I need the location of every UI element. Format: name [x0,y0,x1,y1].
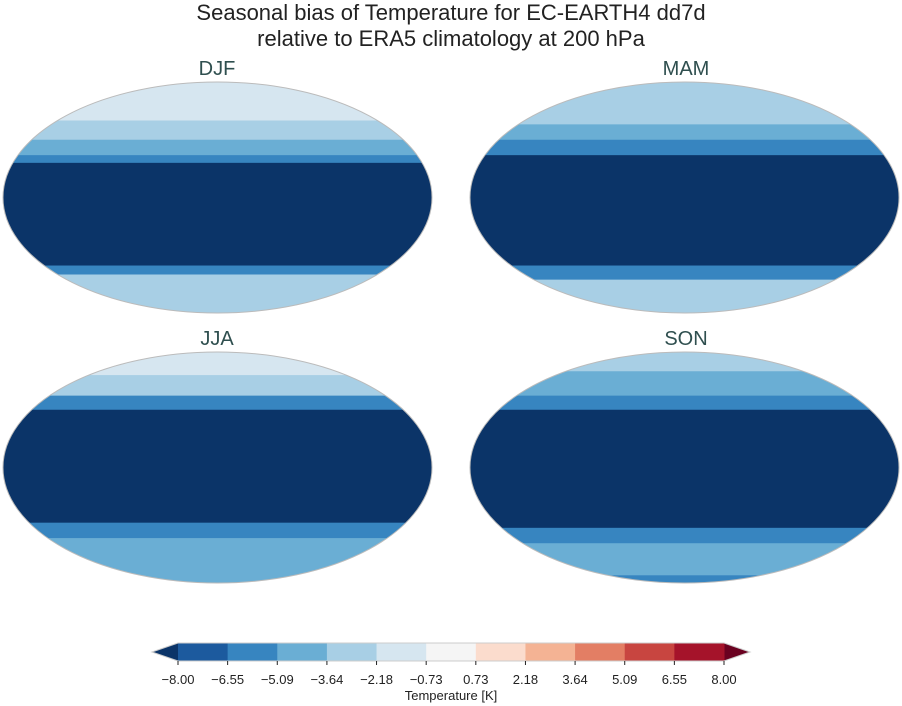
colorbar-segment [326,643,378,661]
colorbar-over-arrow [724,643,750,661]
map-panel-jja [2,351,433,584]
bias-band [3,162,432,267]
bias-band [3,522,432,539]
bias-band [3,155,432,164]
colorbar-tick-label: 8.00 [711,672,736,687]
colorbar-segment [178,643,229,661]
colorbar-tick-label: −0.73 [410,672,443,687]
colorbar-tick-label: 6.55 [662,672,687,687]
bias-band [470,265,899,281]
bias-band [470,82,899,102]
colorbar-tick-label: −8.00 [162,672,195,687]
map-boundary [2,81,433,314]
bias-band [3,352,432,376]
bias-band [470,575,899,583]
colorbar-segment [475,643,526,661]
colorbar-tick-label: −6.55 [211,672,244,687]
bias-band [470,279,899,313]
panel-title-jja: JJA [200,328,234,350]
map-boundary [2,351,433,584]
colorbar-tick-label: 3.64 [562,672,587,687]
colorbar-tick-label: 5.09 [612,672,637,687]
colorbar-tick-label: −3.64 [310,672,343,687]
bias-band [3,265,432,275]
colorbar-segment [525,643,576,661]
colorbar-tick-label: 2.18 [513,672,538,687]
bias-band [470,101,899,125]
bias-band [3,409,432,524]
bias-band [470,155,899,267]
panel-title-mam: MAM [662,58,710,80]
panel-title-son: SON [664,328,708,350]
colorbar-tick-label: 0.73 [463,672,488,687]
colorbar-segment [674,643,725,661]
chart-title: Seasonal bias of Temperature for EC-EART… [196,0,706,25]
bias-band [470,371,899,397]
colorbar-tick-label: −2.18 [360,672,393,687]
chart-subtitle: relative to ERA5 climatology at 200 hPa [257,26,645,51]
colorbar-segment [376,643,427,661]
colorbar-segment [624,643,675,661]
map-boundary [469,81,900,314]
bias-band [3,139,432,156]
colorbar-segment [227,643,278,661]
colorbar: −8.00 −6.55 −5.09 −3.64 −2.18 −0.73 0.73 2.18 3.… [150,642,752,687]
bias-band [470,409,899,529]
bias-band [470,543,899,576]
bias-band [470,395,899,411]
bias-band [3,538,432,583]
map-boundary [469,351,900,584]
bias-band [3,120,432,141]
colorbar-segment [277,643,328,661]
colorbar-label: Temperature [K] [404,688,498,703]
colorbar-segment [426,643,477,661]
colorbar-under-arrow [152,643,178,661]
bias-band [470,124,899,141]
panel-title-djf: DJF [198,58,236,80]
map-panel-mam [469,81,900,314]
colorbar-tick-label: −5.09 [261,672,294,687]
map-panel-djf [2,81,433,314]
bias-band [470,139,899,156]
colorbar-segment [575,643,626,661]
bias-band [470,527,899,544]
bias-band [3,375,432,397]
bias-band [470,352,899,372]
bias-band [3,395,432,411]
map-panel-son [469,351,900,584]
